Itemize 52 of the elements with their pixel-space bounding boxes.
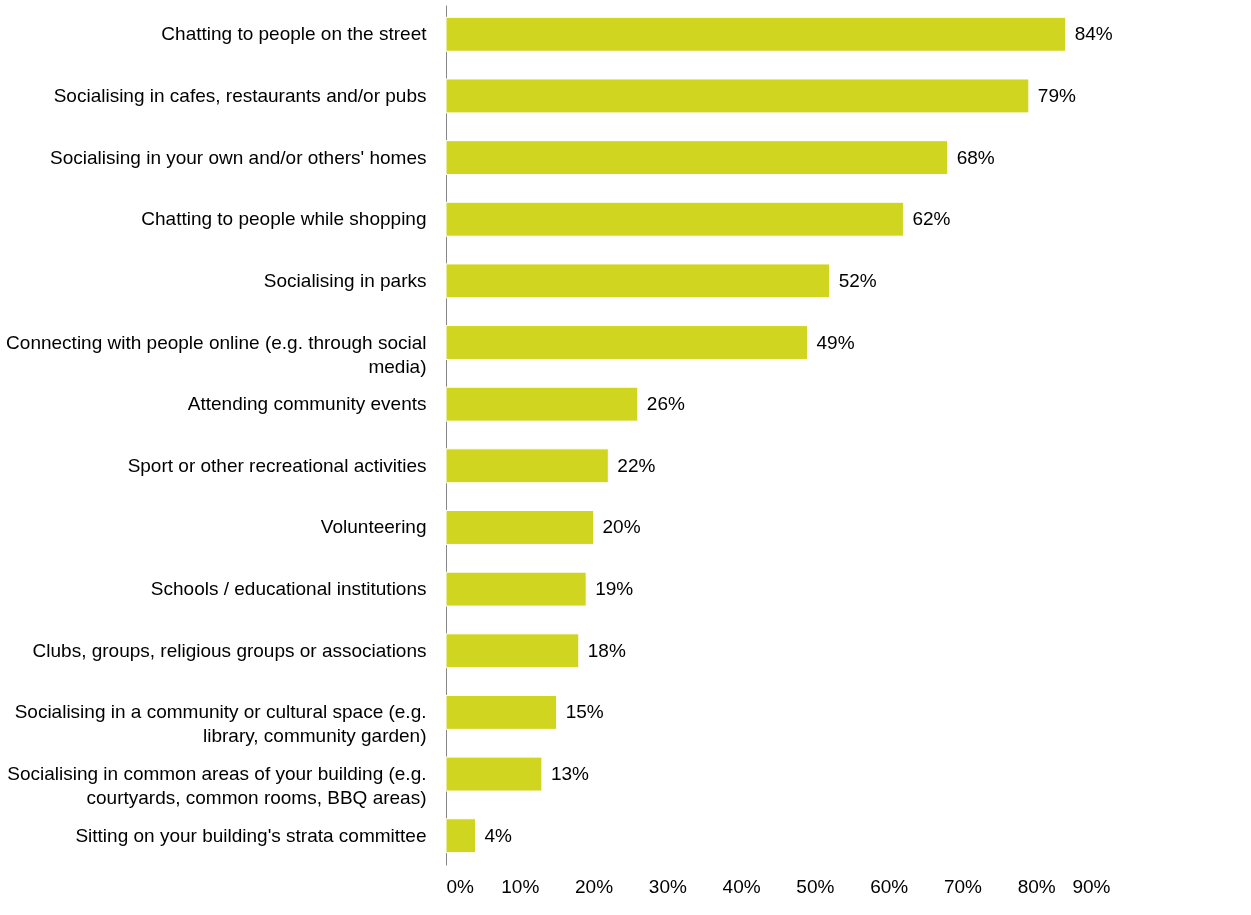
y-tick-label: Chatting to people while shopping <box>141 208 427 230</box>
x-tick-label: 40% <box>722 875 761 897</box>
bar <box>445 818 477 854</box>
data-label: 52% <box>838 269 877 291</box>
bar <box>445 756 543 792</box>
y-tick-label: Clubs, groups, religious groups or associations <box>32 639 427 661</box>
data-label: 19% <box>595 578 634 600</box>
y-tick-label: Schools / educational institutions <box>150 578 427 600</box>
x-tick-label: 80% <box>1017 875 1056 897</box>
data-label: 20% <box>602 516 641 538</box>
y-tick-label: Connecting with people online (e.g. through social media) <box>6 331 427 377</box>
data-label: 18% <box>587 639 626 661</box>
data-label: 22% <box>617 454 656 476</box>
x-tick-label: 60% <box>870 875 909 897</box>
bar <box>445 78 1030 114</box>
bar <box>445 16 1067 52</box>
x-tick-label: 90% <box>1072 875 1111 897</box>
data-label: 84% <box>1074 23 1113 45</box>
x-tick-label: 0% <box>446 875 475 897</box>
bar <box>445 571 587 607</box>
data-label: 13% <box>550 763 590 785</box>
x-tick-label: 30% <box>648 875 687 897</box>
y-tick-label: Sitting on your building's strata committee <box>75 824 427 846</box>
x-tick-label: 70% <box>943 875 983 897</box>
y-tick-label: Volunteering <box>320 516 427 538</box>
bar <box>445 201 904 237</box>
data-label: 62% <box>912 208 951 230</box>
y-tick-label: Chatting to people on the street <box>161 23 428 45</box>
data-label: 26% <box>646 393 685 415</box>
bar <box>445 694 558 730</box>
data-label: 79% <box>1037 84 1076 106</box>
y-tick-label: Sport or other recreational activities <box>127 454 427 476</box>
x-tick-label: 10% <box>501 875 540 897</box>
x-tick-label: 20% <box>575 875 614 897</box>
bar <box>445 263 831 299</box>
data-label: 4% <box>484 824 513 846</box>
bar <box>445 325 809 360</box>
y-tick-label: Socialising in a community or cultural space (e.g. library, community garden) <box>14 701 427 747</box>
y-tick-label: Socialising in parks <box>263 269 427 291</box>
y-tick-label: Socialising in your own and/or others' homes <box>50 146 427 168</box>
bar <box>445 448 609 484</box>
data-label: 49% <box>816 331 855 353</box>
x-tick-label: 50% <box>796 875 835 897</box>
y-tick-label: Attending community events <box>187 393 427 415</box>
y-tick-label: Socialising in common areas of your building (e.g. courtyards, common rooms, BBQ areas) <box>7 763 427 809</box>
bar <box>445 386 639 422</box>
data-label: 15% <box>565 701 604 723</box>
y-tick-label: Socialising in cafes, restaurants and/or pubs <box>53 84 427 106</box>
bar <box>445 140 949 176</box>
data-label: 68% <box>956 146 995 168</box>
bar <box>445 510 595 545</box>
bar <box>445 633 580 669</box>
